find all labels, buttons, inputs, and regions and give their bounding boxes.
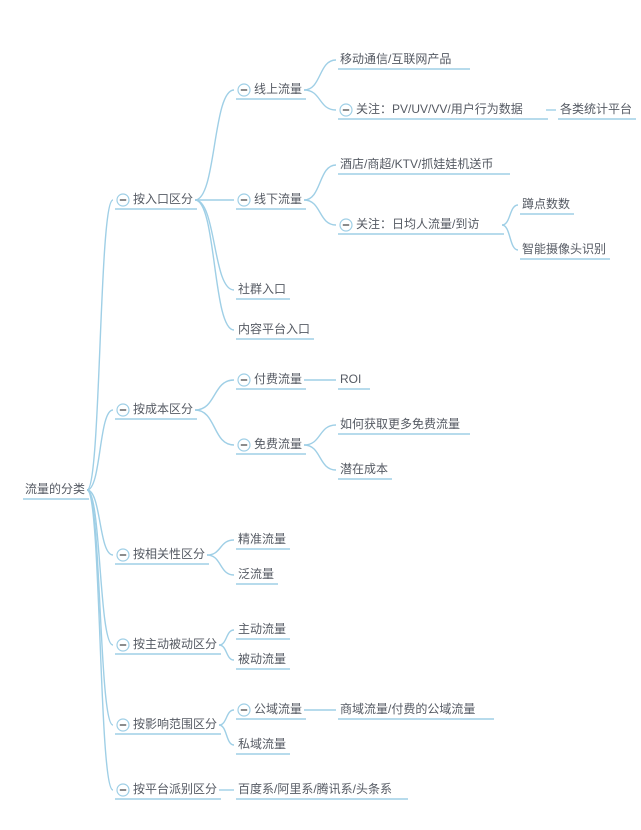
edge — [304, 200, 336, 225]
node-n5[interactable]: 按影响范围区分 — [115, 716, 221, 734]
node-label: 潜在成本 — [340, 462, 388, 476]
node-n4[interactable]: 按主动被动区分 — [115, 637, 221, 654]
edge — [219, 725, 234, 745]
node-label: 私域流量 — [238, 737, 286, 751]
node-label: 智能摄像头识别 — [522, 241, 606, 256]
node-n2b1[interactable]: 如何获取更多免费流量 — [338, 416, 470, 434]
edge — [195, 90, 234, 200]
edge — [195, 200, 234, 290]
edge — [195, 380, 234, 410]
node-n3a[interactable]: 精准流量 — [236, 532, 290, 549]
node-n6a[interactable]: 百度系/阿里系/腾讯系/头条系 — [236, 781, 408, 799]
edge — [195, 200, 234, 330]
node-label: 免费流量 — [254, 436, 302, 451]
edge — [207, 540, 234, 555]
node-n1[interactable]: 按入口区分 — [115, 192, 197, 209]
node-label: 酒店/商超/KTV/抓娃娃机送币 — [340, 156, 493, 171]
node-label: 按平台派别区分 — [133, 781, 217, 796]
edge — [304, 445, 336, 470]
node-n3b[interactable]: 泛流量 — [236, 567, 278, 584]
node-n1a2[interactable]: 关注：PV/UV/VV/用户行为数据 — [338, 101, 548, 119]
node-label: 泛流量 — [238, 567, 274, 581]
node-label: 主动流量 — [238, 622, 286, 636]
node-n1d[interactable]: 内容平台入口 — [236, 321, 314, 339]
node-n2a1[interactable]: ROI — [338, 372, 370, 389]
node-n5a1[interactable]: 商域流量/付费的公域流量 — [338, 701, 494, 719]
edge — [87, 490, 113, 645]
node-n1b[interactable]: 线下流量 — [236, 192, 306, 209]
node-n3[interactable]: 按相关性区分 — [115, 547, 209, 564]
edge — [87, 410, 113, 490]
node-n1b2[interactable]: 关注：日均人流量/到访 — [338, 216, 504, 234]
edge — [304, 165, 336, 200]
node-n1a[interactable]: 线上流量 — [236, 82, 306, 99]
node-root[interactable]: 流量的分类 — [23, 481, 89, 499]
mindmap-svg: 流量的分类 按入口区分按成本区分按相关性区分按主动被动区分按影响范围区分按平台派别… — [0, 0, 641, 830]
node-n1b1[interactable]: 酒店/商超/KTV/抓娃娃机送币 — [338, 156, 510, 174]
edge — [219, 630, 234, 645]
node-n1c[interactable]: 社群入口 — [236, 281, 290, 299]
node-label: ROI — [340, 372, 361, 386]
node-n1a2a[interactable]: 各类统计平台 — [558, 101, 636, 119]
node-label: 按相关性区分 — [133, 547, 205, 561]
node-n5a[interactable]: 公域流量 — [236, 702, 306, 719]
node-label: 公域流量 — [254, 702, 302, 716]
node-n1a1[interactable]: 移动通信/互联网产品 — [338, 52, 470, 69]
node-n6[interactable]: 按平台派别区分 — [115, 781, 221, 799]
node-n2a[interactable]: 付费流量 — [236, 372, 306, 389]
edge — [195, 410, 234, 445]
node-n2b[interactable]: 免费流量 — [236, 436, 306, 454]
node-label: 线下流量 — [254, 192, 302, 206]
node-label: 被动流量 — [238, 652, 286, 666]
node-label: 付费流量 — [254, 372, 302, 386]
node-label: 按入口区分 — [133, 192, 193, 206]
node-label: 按影响范围区分 — [133, 716, 217, 731]
node-label: 线上流量 — [254, 82, 302, 96]
node-n1b2a[interactable]: 蹲点数数 — [520, 196, 574, 214]
node-label: 内容平台入口 — [238, 321, 310, 336]
node-label: 按主动被动区分 — [133, 637, 217, 651]
edge — [502, 205, 518, 225]
node-label: 百度系/阿里系/腾讯系/头条系 — [238, 781, 392, 796]
node-n1b2b[interactable]: 智能摄像头识别 — [520, 241, 610, 259]
node-n4a[interactable]: 主动流量 — [236, 622, 290, 639]
node-label: 精准流量 — [238, 532, 286, 546]
edge — [219, 710, 234, 725]
node-n2[interactable]: 按成本区分 — [115, 402, 197, 419]
node-label: 蹲点数数 — [522, 196, 570, 211]
node-n5b[interactable]: 私域流量 — [236, 737, 290, 754]
node-n2b2[interactable]: 潜在成本 — [338, 462, 392, 479]
edge — [502, 225, 518, 250]
edge — [304, 425, 336, 445]
node-label: 如何获取更多免费流量 — [340, 416, 460, 431]
node-label: 关注：PV/UV/VV/用户行为数据 — [356, 101, 523, 116]
edge — [207, 555, 234, 575]
edge — [304, 90, 336, 110]
node-label: 流量的分类 — [25, 481, 85, 496]
node-label: 按成本区分 — [133, 402, 193, 416]
node-label: 商域流量/付费的公域流量 — [340, 701, 475, 716]
node-label: 各类统计平台 — [560, 101, 632, 116]
node-label: 移动通信/互联网产品 — [340, 52, 451, 66]
edge — [219, 645, 234, 660]
node-label: 社群入口 — [238, 281, 286, 296]
edge — [304, 60, 336, 90]
node-n4b[interactable]: 被动流量 — [236, 652, 290, 669]
node-label: 关注：日均人流量/到访 — [356, 216, 479, 231]
